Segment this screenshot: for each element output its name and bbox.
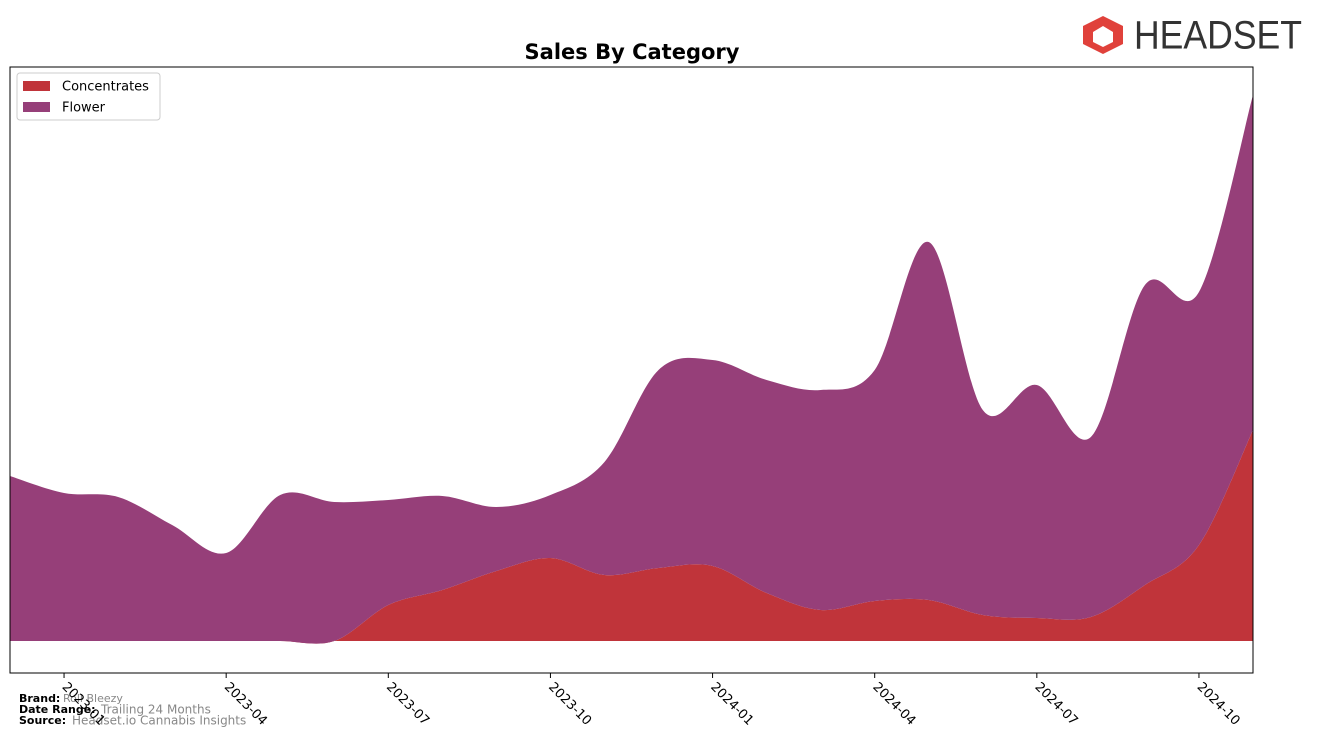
- chart-title: Sales By Category: [525, 40, 740, 64]
- footer-value: Roll Bleezy: [63, 692, 123, 705]
- logo: HEADSET: [1083, 14, 1302, 58]
- legend-swatch: [23, 102, 50, 112]
- footer-label: Date Range:: [19, 703, 96, 716]
- plot: [10, 95, 1253, 644]
- footer-label: Source:: [19, 714, 66, 727]
- legend: Concentrates Flower: [16, 72, 161, 121]
- plot-frame: [9, 66, 1254, 674]
- logo-text: HEADSET: [1134, 14, 1302, 58]
- x-tick-label: 2024-07: [1032, 680, 1081, 729]
- legend-frame: [16, 72, 161, 121]
- footer: Brand: Roll Bleezy Date Range: Trailing …: [19, 692, 246, 728]
- x-tick-label: 2024-04: [869, 680, 918, 729]
- legend-label: Flower: [62, 101, 106, 116]
- x-tick-label: 2023-10: [545, 680, 594, 729]
- legend-label: Concentrates: [62, 80, 149, 95]
- area: [10, 430, 1253, 644]
- x-tick-label: 2023-07: [383, 680, 432, 729]
- footer-label: Brand:: [19, 692, 60, 705]
- footer-value: Trailing 24 Months: [100, 703, 211, 717]
- legend-swatch: [23, 81, 50, 91]
- x-tick-label: 2024-01: [707, 680, 756, 729]
- x-tick-label: 2024-10: [1194, 680, 1243, 729]
- logo-icon-hole: [1093, 26, 1113, 47]
- area: [10, 95, 1253, 644]
- footer-value: Headset.io Cannabis Insights: [72, 714, 246, 728]
